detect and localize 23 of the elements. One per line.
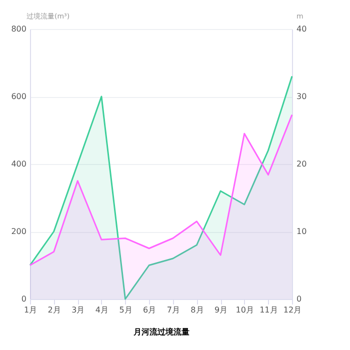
x-tick-label: 4月 (95, 306, 108, 314)
x-tick-label: 8月 (190, 306, 204, 314)
x-tick-label: 12月 (283, 306, 302, 314)
x-tick-label: 7月 (166, 306, 180, 314)
x-tick-label: 3月 (72, 306, 85, 314)
y2-tick-label: 40 (296, 24, 307, 34)
y-tick-label: 400 (11, 160, 26, 168)
x-tick-label: 2月 (48, 306, 61, 314)
x-axis-title: 月河流过境流量 (132, 326, 190, 336)
y2-tick-label: 0 (296, 294, 302, 304)
x-tick-label: 6月 (143, 306, 156, 314)
x-tick-label: 5月 (119, 306, 132, 314)
y-tick-label: 200 (11, 227, 26, 236)
y2-tick-label: 30 (296, 92, 307, 101)
y-tick-label: 600 (11, 92, 26, 101)
x-tick-label: 9月 (214, 306, 228, 314)
x-tick-label: 11月 (260, 306, 278, 314)
y-tick-label: 0 (21, 294, 26, 304)
x-tick-label: 1月 (24, 306, 38, 314)
y2-tick-label: 20 (296, 160, 307, 168)
x-tick-label: 10月 (236, 306, 254, 314)
y-tick-label: 800 (11, 24, 26, 34)
y2-tick-label: 10 (296, 227, 307, 236)
